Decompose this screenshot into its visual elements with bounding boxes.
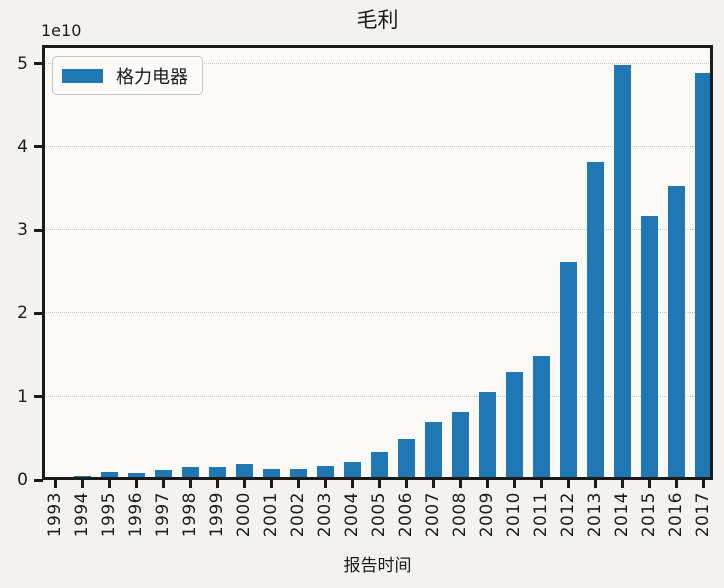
x-tick-2017 <box>701 479 705 488</box>
x-tick-2003 <box>323 479 327 488</box>
x-tick-label-1993: 1993 <box>44 492 65 538</box>
x-tick-2007 <box>431 479 435 488</box>
y-tick-label-5: 5 <box>17 53 28 74</box>
bar-2000 <box>235 464 253 480</box>
x-tick-label-2004: 2004 <box>341 492 362 538</box>
bar-2001 <box>262 469 280 480</box>
x-tick-2002 <box>296 479 300 488</box>
bar-1998 <box>181 467 199 480</box>
x-tick-1993 <box>53 479 57 488</box>
x-tick-2013 <box>593 479 597 488</box>
x-axis-title: 报告时间 <box>343 556 412 576</box>
x-tick-1998 <box>188 479 192 488</box>
bar-2008 <box>451 412 469 480</box>
x-tick-2011 <box>539 479 543 488</box>
gridline-y2 <box>42 312 713 314</box>
x-tick-label-2000: 2000 <box>233 492 254 538</box>
x-tick-1999 <box>215 479 219 488</box>
gridline-y3 <box>42 229 713 231</box>
x-tick-label-2010: 2010 <box>503 492 524 538</box>
bar-1999 <box>208 467 226 480</box>
y-tick-label-2: 2 <box>17 303 28 324</box>
x-tick-label-2003: 2003 <box>314 492 335 538</box>
x-tick-2000 <box>242 479 246 488</box>
x-tick-label-2012: 2012 <box>557 492 578 538</box>
x-tick-label-1997: 1997 <box>152 492 173 538</box>
bar-1995 <box>100 472 118 480</box>
bar-2009 <box>478 392 496 480</box>
bar-2013 <box>586 162 604 480</box>
x-tick-label-2002: 2002 <box>287 492 308 538</box>
x-tick-1994 <box>80 479 84 488</box>
x-tick-label-2016: 2016 <box>665 492 686 538</box>
x-tick-label-2007: 2007 <box>422 492 443 538</box>
bar-1996 <box>127 473 145 480</box>
bar-2003 <box>316 466 334 480</box>
x-tick-label-2009: 2009 <box>476 492 497 538</box>
x-tick-1997 <box>161 479 165 488</box>
legend-swatch-icon <box>62 68 103 83</box>
y-tick-3 <box>34 228 43 232</box>
y-tick-5 <box>34 62 43 65</box>
bar-2002 <box>289 469 307 480</box>
y-tick-label-0: 0 <box>17 470 28 490</box>
x-tick-label-2015: 2015 <box>638 492 659 538</box>
x-tick-2015 <box>647 479 651 488</box>
x-tick-label-2008: 2008 <box>449 492 470 538</box>
bar-2007 <box>424 422 442 480</box>
bar-2010 <box>505 372 523 480</box>
x-tick-2010 <box>512 479 516 488</box>
x-tick-label-1996: 1996 <box>125 492 146 538</box>
y-tick-1 <box>34 395 43 399</box>
bar-2006 <box>397 439 415 480</box>
x-tick-label-2006: 2006 <box>395 492 416 538</box>
x-tick-1995 <box>107 479 111 488</box>
x-tick-2012 <box>566 479 570 488</box>
x-tick-label-2005: 2005 <box>368 492 389 538</box>
y-tick-4 <box>34 145 43 149</box>
x-tick-1996 <box>134 479 138 488</box>
y-axis-offset-text: 1e10 <box>41 21 82 40</box>
x-tick-2005 <box>377 479 381 488</box>
y-tick-label-3: 3 <box>17 220 28 241</box>
bar-2016 <box>667 186 685 480</box>
bar-2004 <box>343 462 361 480</box>
bar-1997 <box>154 470 172 480</box>
x-tick-2008 <box>458 479 462 488</box>
x-tick-label-1995: 1995 <box>98 492 119 538</box>
x-tick-2001 <box>269 479 273 488</box>
bar-2014 <box>613 65 631 480</box>
x-tick-2004 <box>350 479 354 488</box>
gridline-y1 <box>42 395 713 397</box>
bar-2012 <box>559 262 577 480</box>
y-tick-label-1: 1 <box>17 386 28 407</box>
x-tick-label-2017: 2017 <box>692 492 713 538</box>
x-tick-label-2014: 2014 <box>611 492 632 538</box>
x-tick-2016 <box>674 479 678 488</box>
y-tick-label-4: 4 <box>17 136 28 157</box>
gridline-y4 <box>42 145 713 147</box>
x-tick-label-1999: 1999 <box>206 492 227 538</box>
x-tick-label-2011: 2011 <box>530 492 551 538</box>
bar-2017 <box>694 73 712 480</box>
bar-2005 <box>370 452 388 480</box>
x-tick-label-2013: 2013 <box>584 492 605 538</box>
plot-area <box>42 45 713 480</box>
x-tick-label-2001: 2001 <box>260 492 281 538</box>
legend-series-label: 格力电器 <box>116 66 188 88</box>
y-tick-0 <box>34 478 43 482</box>
bar-2011 <box>532 356 550 480</box>
x-tick-2014 <box>620 479 624 488</box>
chart-title: 毛利 <box>356 8 399 32</box>
legend: 格力电器 <box>52 56 203 95</box>
x-tick-label-1998: 1998 <box>179 492 200 538</box>
x-tick-2006 <box>404 479 408 488</box>
x-tick-2009 <box>485 479 489 488</box>
y-tick-2 <box>34 311 43 315</box>
x-tick-label-1994: 1994 <box>71 492 92 538</box>
gridline-y5 <box>42 62 713 64</box>
bar-2015 <box>640 216 658 480</box>
